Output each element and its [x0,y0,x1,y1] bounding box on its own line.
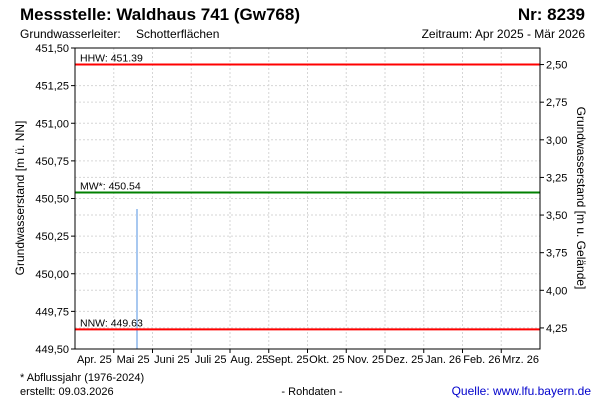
y2-axis-title: Grundwasserstand [m u. Gelände] [574,107,588,290]
x-tick-label: Aug. 25 [230,354,268,366]
x-tick-label: Apr. 25 [77,354,112,366]
x-tick-label: Mai 25 [117,354,150,366]
x-tick-label: Dez. 25 [385,354,423,366]
y-tick-label: 450,75 [35,156,69,168]
x-tick-label: Mrz. 26 [502,354,539,366]
x-tick-label: Sept. 25 [268,354,309,366]
reference-lines: HHW: 451.39 MW*: 450.54 NNW: 449.63 [75,53,540,331]
y2-tick-label: 4,25 [546,323,567,335]
station-number: Nr: 8239 [518,5,585,24]
reference-line-label: HHW: 451.39 [80,53,143,65]
created-date: erstellt: 09.03.2026 [20,386,114,398]
x-tick-label: Juli 25 [195,354,227,366]
x-tick-label: Okt. 25 [309,354,344,366]
y2-tick-label: 3,25 [546,172,567,184]
aquifer-value: Schotterflächen [136,27,219,41]
source-link[interactable]: Quelle: www.lfu.bayern.de [452,384,592,398]
footnote: * Abflussjahr (1976-2024) [20,372,144,384]
y-tick-label: 451,00 [35,118,69,130]
y-tick-label: 450,50 [35,194,69,206]
y2-tick-label: 2,75 [546,97,567,109]
reference-line-label: NNW: 449.63 [80,317,143,329]
y-tick-label: 450,25 [35,231,69,243]
y2-tick-label: 2,50 [546,60,567,72]
y-tick-label: 451,25 [35,81,69,93]
grid [75,47,540,350]
y-tick-label: 450,00 [35,269,69,281]
period-label: Zeitraum: Apr 2025 - Mär 2026 [422,27,586,41]
y-tick-label: 449,50 [35,344,69,356]
x-tick-label: Juni 25 [154,354,189,366]
y-axis-left: 449,50 449,75 450,00 450,25 450,50 450,75 451,… [35,43,75,356]
x-tick-label: Nov. 25 [347,354,384,366]
x-tick-label: Jan. 26 [425,354,461,366]
y-axis-title: Grundwasserstand [m ü. NN] [13,121,27,276]
aquifer-label: Grundwasserleiter: [20,27,121,41]
raw-data-note: - Rohdaten - [281,386,342,398]
reference-line-label: MW*: 450.54 [80,180,141,192]
x-tick-label: Feb. 26 [463,354,500,366]
y2-tick-label: 3,75 [546,248,567,260]
y2-tick-label: 3,50 [546,210,567,222]
station-title: Messstelle: Waldhaus 741 (Gw768) [20,5,300,24]
y-axis-right: 2,50 2,75 3,00 3,25 3,50 3,75 4,00 4,25 [540,60,567,335]
y-tick-label: 451,50 [35,43,69,55]
y-tick-label: 449,75 [35,306,69,318]
y2-tick-label: 3,00 [546,135,567,147]
y2-tick-label: 4,00 [546,285,567,297]
x-axis: Apr. 25 Mai 25 Juni 25 Juli 25 Aug. 25 Sept. … [77,349,539,366]
